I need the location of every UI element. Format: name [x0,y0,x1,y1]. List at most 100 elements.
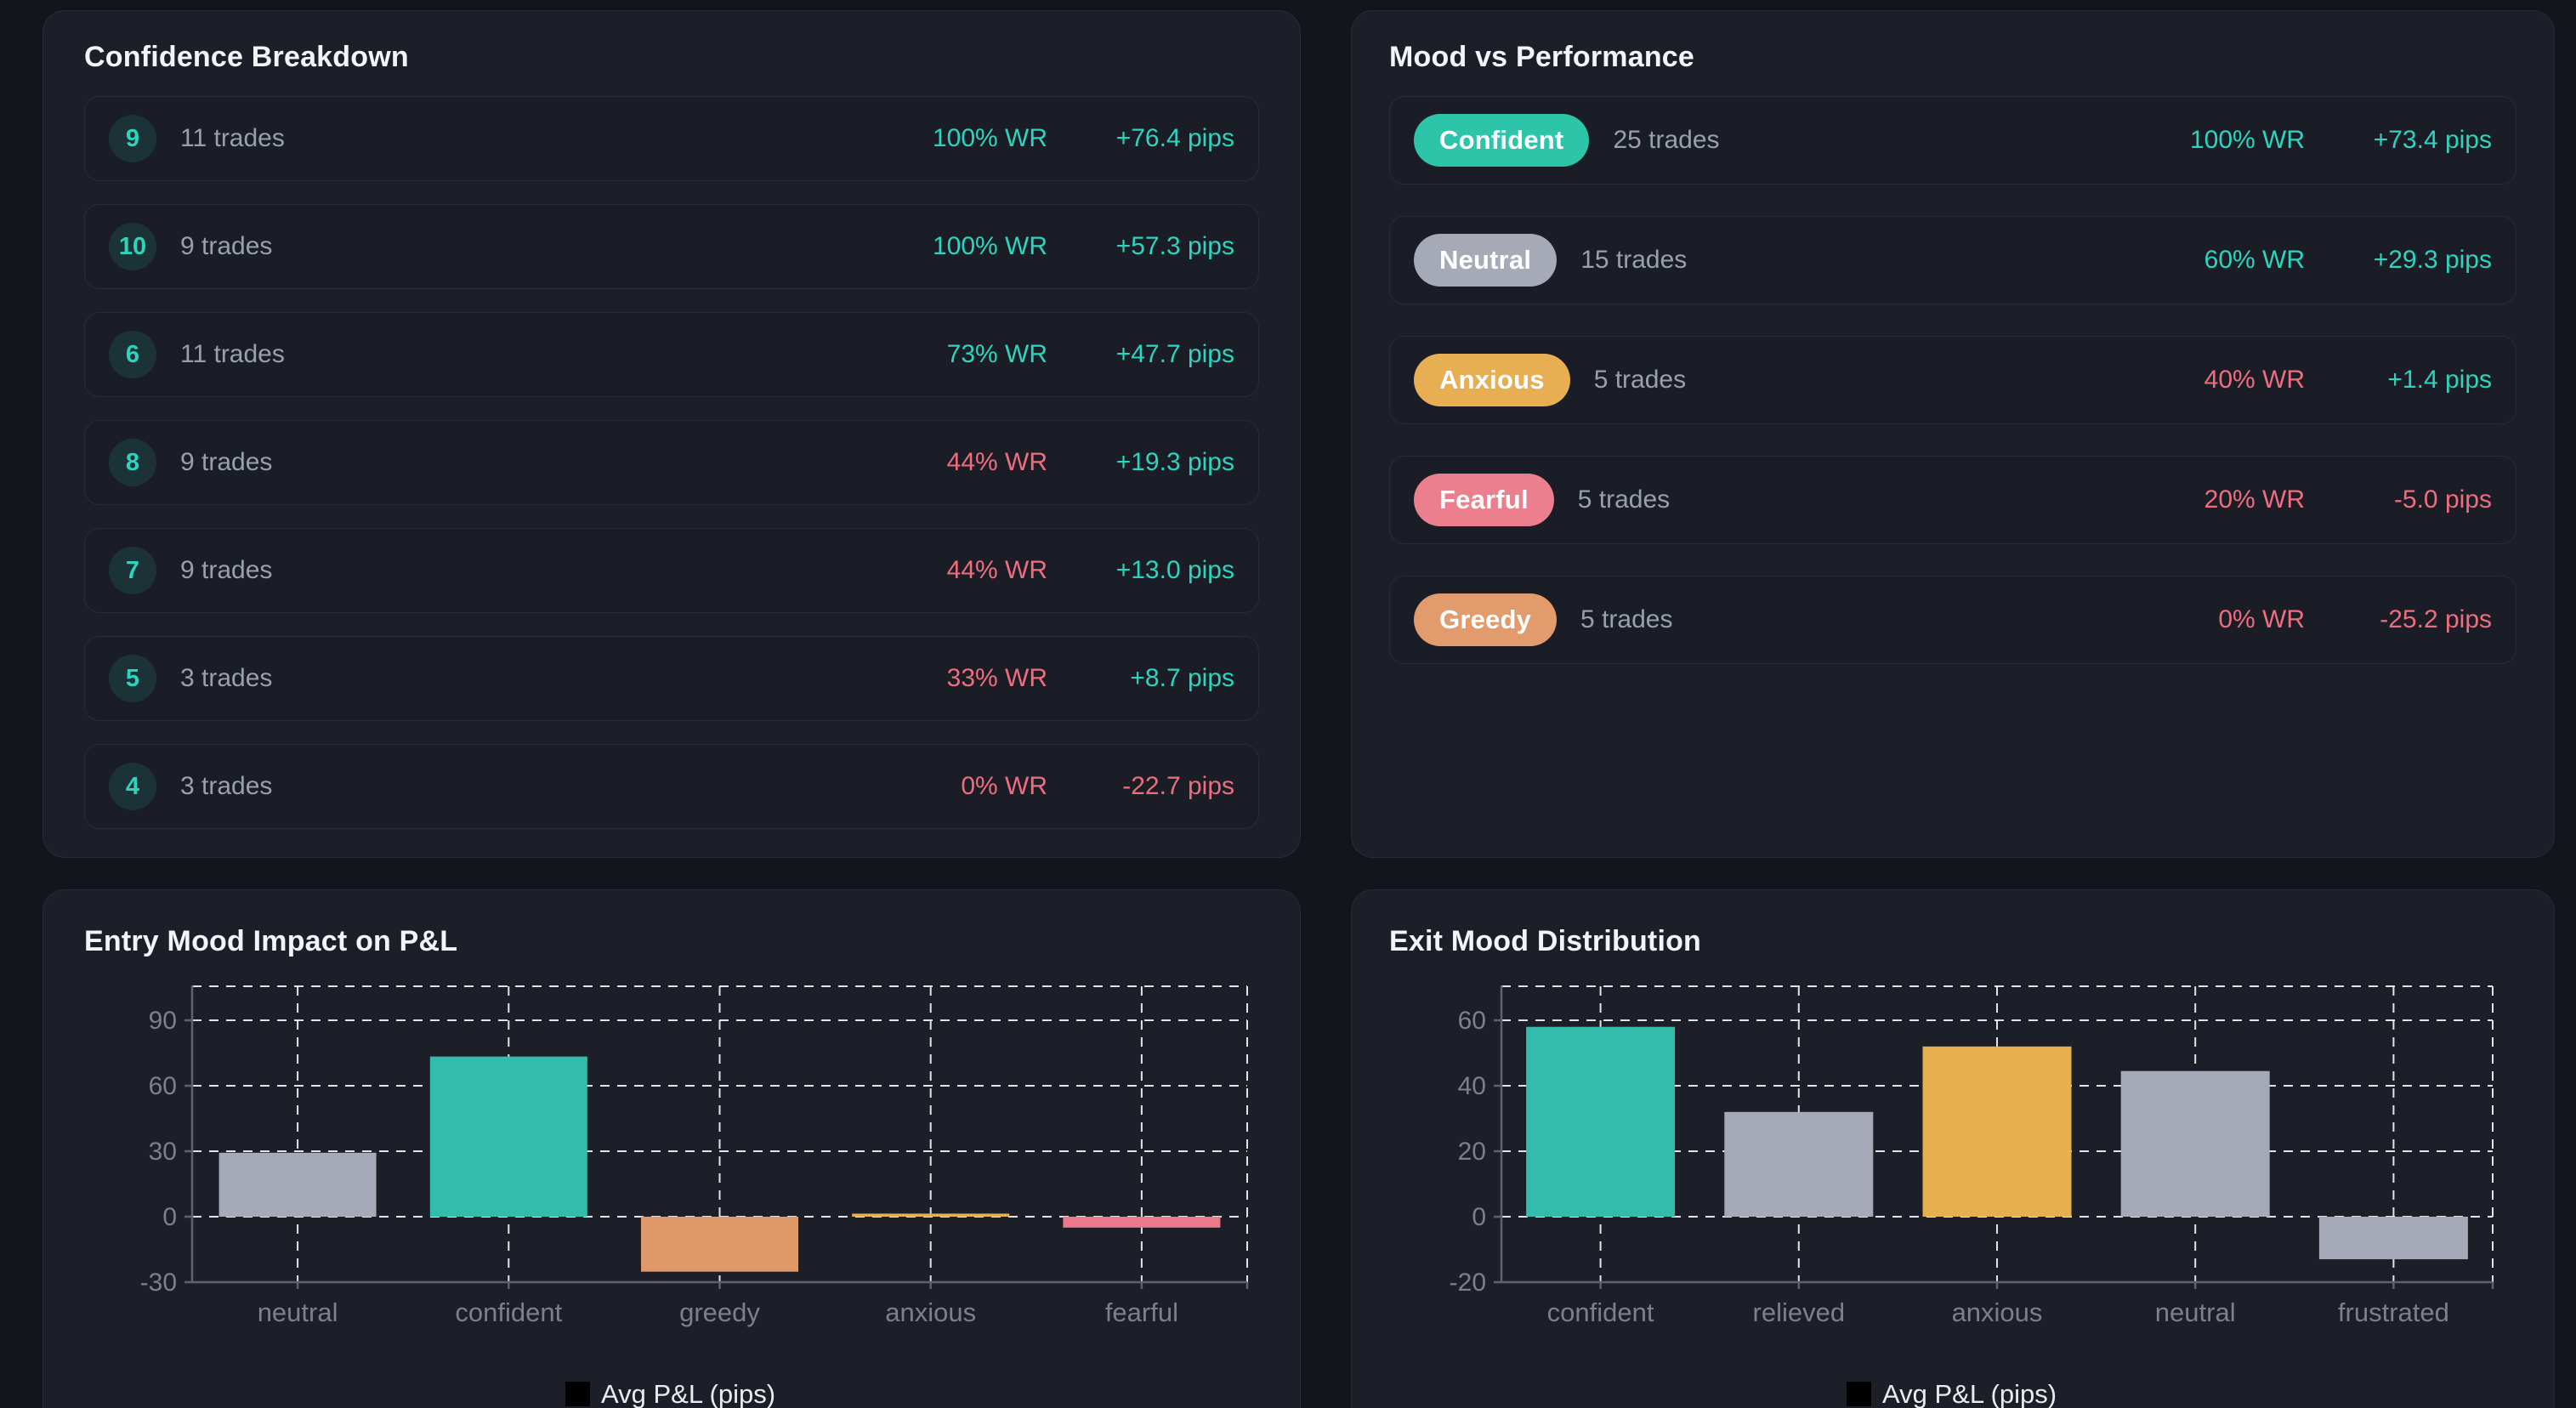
svg-text:confident: confident [1547,1297,1654,1327]
svg-text:anxious: anxious [1952,1297,2043,1327]
mood-badge: Anxious [1414,354,1570,406]
svg-text:0: 0 [1472,1203,1486,1231]
trades-count: 9 trades [180,448,273,476]
mood-badge: Confident [1414,114,1590,167]
trades-count: 5 trades [1593,366,1687,394]
svg-text:relieved: relieved [1753,1297,1846,1327]
svg-text:confident: confident [455,1297,562,1327]
pips-value: +73.4 pips [2373,126,2492,154]
svg-text:30: 30 [149,1138,177,1166]
bar-frustrated [2318,1217,2468,1260]
bar-confident [429,1056,587,1217]
pips-value: +13.0 pips [1115,556,1234,584]
pips-value: +19.3 pips [1115,448,1234,476]
win-rate: 44% WR [946,556,1047,584]
confidence-level-badge: 10 [109,223,156,270]
confidence-level-badge: 6 [109,331,156,378]
mood-vs-performance-card: Mood vs Performance Confident 25 trades … [1351,10,2555,858]
svg-text:0: 0 [162,1203,177,1231]
pips-value: +29.3 pips [2373,246,2492,274]
bar-fearful [1063,1217,1221,1228]
svg-text:frustrated: frustrated [2338,1297,2449,1327]
svg-text:-30: -30 [140,1269,177,1297]
win-rate: 40% WR [2204,366,2305,394]
legend-swatch [565,1382,590,1406]
mood-row-fearful: Fearful 5 trades 20% WR -5.0 pips [1389,456,2516,544]
confidence-rows: 9 11 trades 100% WR +76.4 pips 10 9 trad… [84,96,1259,829]
mood-row-greedy: Greedy 5 trades 0% WR -25.2 pips [1389,576,2516,664]
confidence-level-badge: 4 [109,763,156,810]
entry-mood-chart-title: Entry Mood Impact on P&L [84,925,458,957]
trades-count: 3 trades [180,664,273,692]
confidence-row-7: 7 9 trades 44% WR +13.0 pips [84,528,1259,613]
confidence-row-5: 5 3 trades 33% WR +8.7 pips [84,636,1259,721]
bar-anxious [1922,1046,2072,1217]
svg-text:anxious: anxious [885,1297,976,1327]
confidence-level-badge: 9 [109,115,156,162]
trades-count: 15 trades [1580,246,1688,274]
trades-count: 3 trades [180,772,273,800]
win-rate: 60% WR [2204,246,2305,274]
exit-mood-chart-title: Exit Mood Distribution [1389,925,1702,957]
svg-text:40: 40 [1458,1072,1486,1100]
confidence-row-10: 10 9 trades 100% WR +57.3 pips [84,204,1259,289]
trades-count: 11 trades [180,340,285,368]
mood-badge: Greedy [1414,593,1558,646]
pips-value: -25.2 pips [2380,605,2492,633]
win-rate: 44% WR [946,448,1047,476]
mood-row-confident: Confident 25 trades 100% WR +73.4 pips [1389,96,2516,185]
svg-text:neutral: neutral [258,1297,338,1327]
mood-badge: Neutral [1414,234,1558,287]
svg-text:neutral: neutral [2155,1297,2236,1327]
win-rate: 100% WR [932,124,1047,152]
confidence-row-8: 8 9 trades 44% WR +19.3 pips [84,420,1259,505]
svg-text:60: 60 [149,1072,177,1100]
entry-mood-bar-chart: 90 60 30 0 -30 neutral confident greedy anxious f… [140,985,1249,1408]
confidence-row-6: 6 11 trades 73% WR +47.7 pips [84,312,1259,397]
mood-rows: Confident 25 trades 100% WR +73.4 pips N… [1389,96,2516,664]
entry-mood-chart-card: Entry Mood Impact on P&L 90 60 30 0 -30 neutr… [43,889,1301,1408]
pips-value: -22.7 pips [1122,772,1234,800]
win-rate: 100% WR [2189,126,2305,154]
win-rate: 0% WR [961,772,1047,800]
svg-text:-20: -20 [1450,1269,1486,1297]
trades-count: 5 trades [1580,605,1673,633]
bar-neutral [218,1152,377,1217]
mood-badge: Fearful [1414,474,1554,526]
pips-value: +47.7 pips [1115,340,1234,368]
bar-anxious [852,1213,1010,1217]
mood-vs-performance-title: Mood vs Performance [1389,41,1695,73]
bar-relieved [1724,1111,1874,1217]
trades-count: 5 trades [1577,485,1671,514]
pips-value: +57.3 pips [1115,232,1234,260]
pips-value: +1.4 pips [2387,366,2492,394]
pips-value: -5.0 pips [2393,485,2492,514]
win-rate: 73% WR [946,340,1047,368]
svg-text:greedy: greedy [679,1297,760,1327]
mood-row-neutral: Neutral 15 trades 60% WR +29.3 pips [1389,216,2516,304]
win-rate: 33% WR [946,664,1047,692]
exit-mood-chart-card: Exit Mood Distribution 60 40 20 0 -20 confide… [1351,889,2555,1408]
svg-text:fearful: fearful [1105,1297,1178,1327]
confidence-level-badge: 8 [109,439,156,486]
confidence-level-badge: 5 [109,655,156,702]
svg-text:60: 60 [1458,1007,1486,1035]
trades-count: 9 trades [180,556,273,584]
exit-mood-bar-chart: 60 40 20 0 -20 confident relieved anxious neutra… [1450,985,2494,1408]
confidence-row-9: 9 11 trades 100% WR +76.4 pips [84,96,1259,181]
pips-value: +76.4 pips [1115,124,1234,152]
mood-row-anxious: Anxious 5 trades 40% WR +1.4 pips [1389,336,2516,424]
trades-count: 11 trades [180,124,285,152]
svg-text:20: 20 [1458,1138,1486,1166]
legend-label: Avg P&L (pips) [601,1379,775,1408]
bar-neutral [2120,1070,2270,1217]
pips-value: +8.7 pips [1130,664,1234,692]
legend-swatch [1847,1382,1871,1406]
confidence-breakdown-card: Confidence Breakdown 9 11 trades 100% WR… [43,10,1301,858]
legend-label: Avg P&L (pips) [1882,1379,2057,1408]
bar-greedy [641,1217,798,1272]
win-rate: 100% WR [932,232,1047,260]
win-rate: 0% WR [2218,605,2305,633]
confidence-breakdown-title: Confidence Breakdown [84,41,409,73]
